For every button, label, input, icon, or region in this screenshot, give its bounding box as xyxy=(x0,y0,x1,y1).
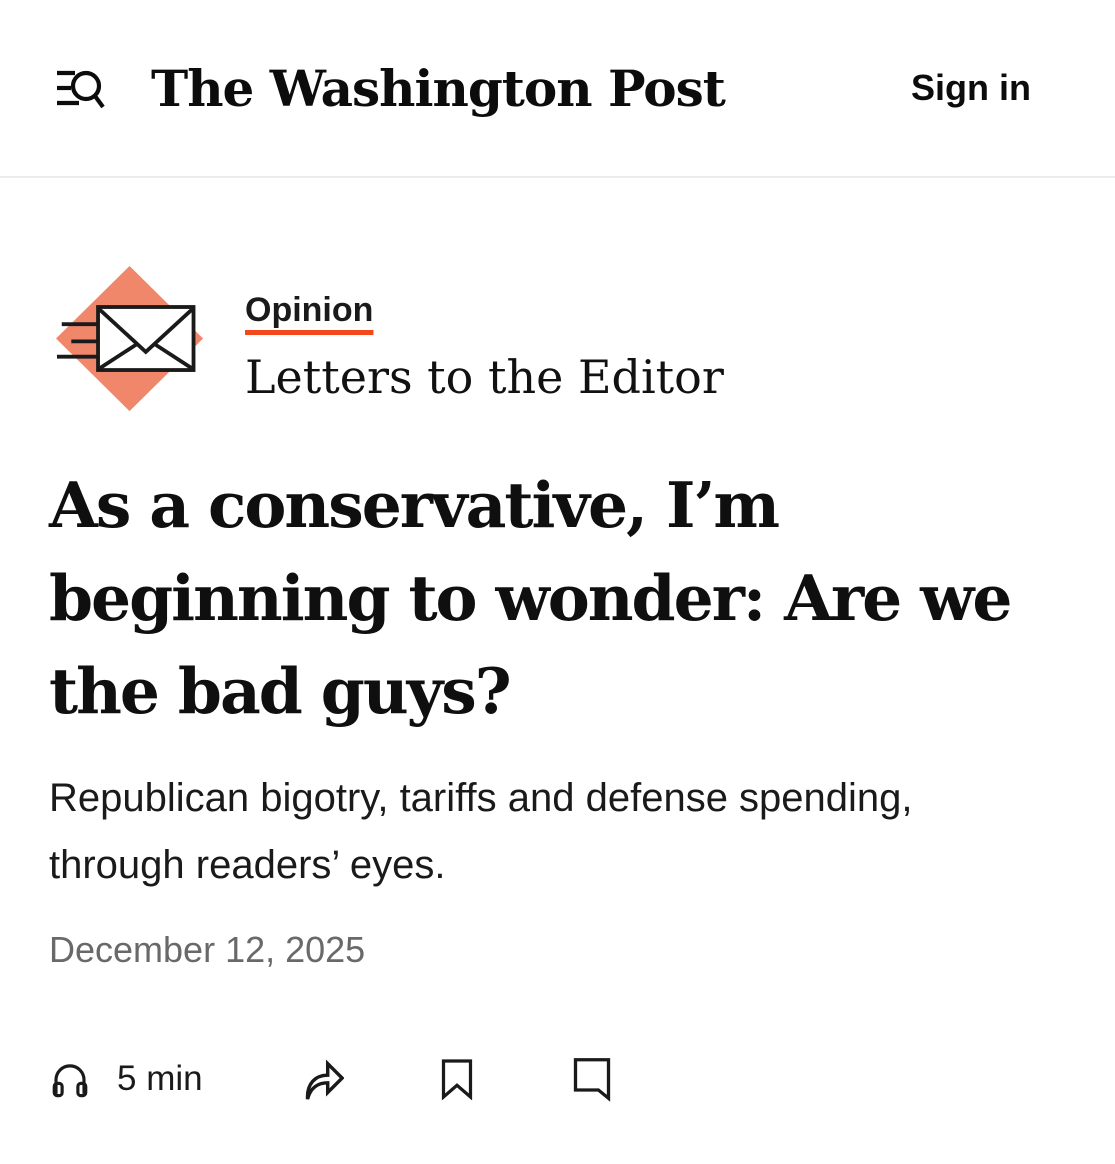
share-icon xyxy=(305,1059,344,1100)
speeding-envelope-icon xyxy=(56,265,204,412)
menu-search-button[interactable] xyxy=(55,65,105,111)
article-subheadline: Republican bigotry, tariffs and defense … xyxy=(49,776,913,887)
kicker-text: Opinion Letters to the Editor xyxy=(245,265,724,403)
kicker-series-title: Letters to the Editor xyxy=(245,350,724,404)
listen-duration-label: 5 min xyxy=(117,1059,203,1098)
kicker: Opinion Letters to the Editor xyxy=(49,265,1066,413)
sign-in-button[interactable]: Sign in xyxy=(911,67,1031,108)
menu-search-icon xyxy=(57,70,105,109)
article: Opinion Letters to the Editor As a conse… xyxy=(0,178,1115,1103)
share-button[interactable] xyxy=(298,1055,344,1103)
kicker-section-link[interactable]: Opinion xyxy=(245,291,374,329)
bookmark-icon xyxy=(441,1059,472,1100)
site-header: The Washington Post Sign in xyxy=(0,0,1115,178)
listen-button[interactable]: 5 min xyxy=(49,1056,203,1102)
publish-date: December 12, 2025 xyxy=(49,929,366,970)
save-button[interactable] xyxy=(439,1058,475,1100)
article-headline: As a conservative, I’m beginning to wond… xyxy=(49,468,1012,728)
headphones-icon xyxy=(52,1064,88,1098)
comment-icon xyxy=(573,1058,610,1102)
masthead-logo[interactable]: The Washington Post xyxy=(151,58,726,118)
comments-button[interactable] xyxy=(570,1055,614,1103)
article-toolbar: 5 min xyxy=(49,1055,1066,1103)
